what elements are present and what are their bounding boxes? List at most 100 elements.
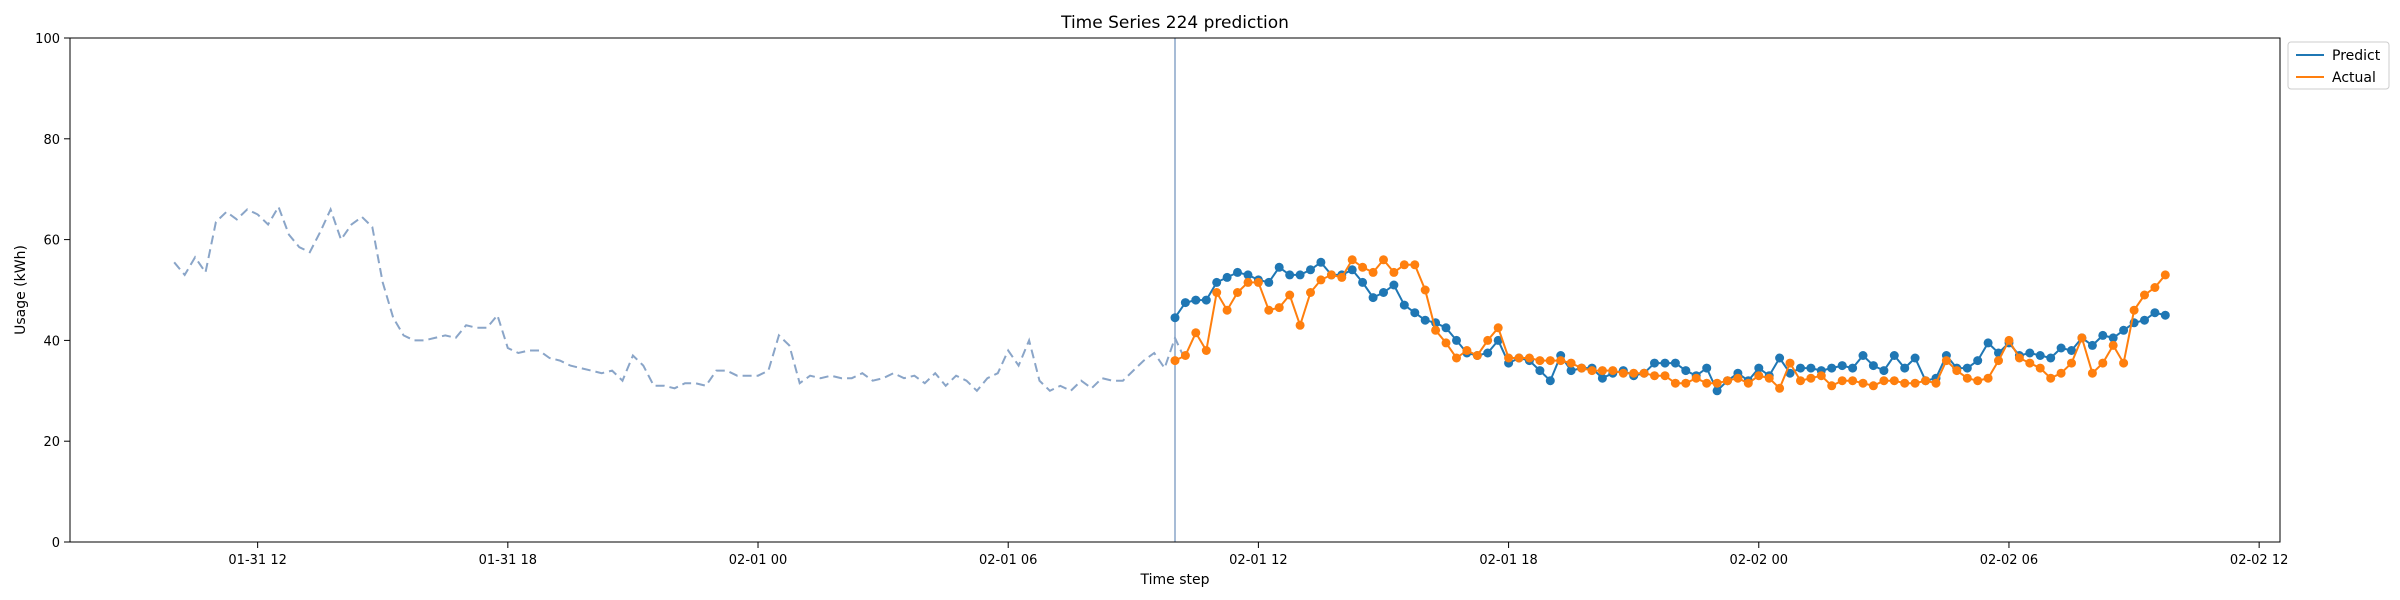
y-tick-label: 100: [35, 32, 60, 47]
data-point-predict: [1858, 351, 1868, 360]
y-tick-label: 0: [52, 536, 60, 551]
data-point-predict: [1243, 270, 1253, 280]
x-tick-label: 02-01 06: [979, 553, 1037, 568]
legend-actual-label: Actual: [2332, 70, 2376, 86]
data-point-predict: [2035, 351, 2045, 360]
data-point-actual: [1535, 356, 1545, 366]
data-point-predict: [1566, 366, 1576, 376]
data-point-actual: [2129, 305, 2139, 315]
x-tick-label: 01-31 12: [228, 553, 286, 568]
data-point-actual: [1379, 255, 1388, 265]
data-point-predict: [1295, 270, 1305, 280]
data-point-actual: [2160, 270, 2170, 280]
x-tick-label: 02-02 00: [1730, 553, 1788, 568]
data-point-actual: [1775, 383, 1785, 393]
data-point-actual: [1472, 351, 1482, 360]
data-point-actual: [1431, 325, 1441, 335]
data-point-actual: [1201, 346, 1211, 355]
data-point-actual: [1931, 378, 1941, 388]
data-point-predict: [1962, 363, 1972, 373]
data-point-actual: [1545, 356, 1555, 366]
data-point-actual: [1952, 366, 1962, 376]
data-point-actual: [2098, 358, 2108, 368]
data-point-actual: [2035, 363, 2045, 373]
data-point-actual: [1816, 371, 1826, 381]
data-point-predict: [1274, 262, 1284, 272]
data-point-predict: [2098, 330, 2108, 340]
data-point-actual: [1983, 373, 1993, 383]
data-point-actual: [1597, 366, 1607, 376]
data-point-actual: [1180, 351, 1190, 360]
data-point-predict: [1827, 363, 1837, 373]
data-point-actual: [1650, 371, 1659, 381]
legend: Predict Actual: [2287, 41, 2390, 90]
data-point-predict: [1212, 277, 1222, 287]
data-point-actual: [1910, 378, 1920, 388]
data-point-actual: [1889, 376, 1899, 386]
data-point-actual: [1681, 378, 1691, 388]
y-axis-label: Usage (kWh): [13, 245, 29, 335]
data-point-actual: [1285, 290, 1295, 300]
data-point-actual: [2067, 358, 2076, 368]
data-point-predict: [1837, 361, 1847, 371]
data-point-predict: [1868, 361, 1878, 371]
data-point-actual: [1973, 376, 1983, 386]
data-point-actual: [1358, 262, 1368, 272]
data-point-actual: [1368, 267, 1378, 277]
data-point-predict: [1420, 315, 1430, 325]
data-point-actual: [2119, 358, 2129, 368]
data-point-actual: [1660, 371, 1670, 381]
data-point-predict: [1535, 366, 1545, 376]
data-point-actual: [1306, 288, 1315, 297]
data-point-predict: [1316, 257, 1326, 267]
data-point-actual: [2087, 368, 2097, 378]
data-point-actual: [1222, 305, 1232, 315]
data-point-actual: [1608, 366, 1618, 376]
data-point-actual: [1347, 255, 1357, 265]
data-point-predict: [1702, 363, 1712, 373]
data-point-actual: [1868, 381, 1878, 391]
data-point-predict: [1545, 376, 1555, 386]
data-point-actual: [1233, 288, 1242, 297]
data-point-predict: [2087, 340, 2097, 350]
x-tick-label: 02-02 12: [2230, 553, 2288, 568]
data-point-actual: [1858, 378, 1868, 388]
data-point-actual: [1493, 323, 1503, 333]
data-point-actual: [2056, 368, 2066, 378]
data-point-predict: [1910, 353, 1920, 363]
x-tick-label: 02-02 06: [1980, 553, 2038, 568]
data-point-actual: [1462, 346, 1472, 355]
data-point-actual: [1962, 373, 1972, 383]
data-point-predict: [2067, 346, 2076, 355]
data-point-actual: [1670, 378, 1680, 388]
data-point-actual: [1295, 320, 1305, 330]
data-point-predict: [1368, 293, 1378, 303]
data-point-predict: [1264, 277, 1274, 287]
x-tick-label: 01-31 18: [479, 553, 537, 568]
chart-title: Time Series 224 prediction: [1060, 13, 1289, 33]
data-point-actual: [1399, 260, 1409, 270]
data-point-actual: [1785, 358, 1795, 368]
data-point-actual: [1504, 353, 1514, 363]
data-point-actual: [1212, 288, 1222, 297]
data-point-actual: [1618, 368, 1628, 378]
data-point-actual: [2004, 335, 2014, 345]
data-point-actual: [1514, 353, 1524, 363]
data-point-predict: [1879, 366, 1889, 376]
data-point-predict: [1775, 353, 1785, 363]
data-point-actual: [1639, 368, 1649, 378]
data-point-predict: [1670, 358, 1680, 368]
data-point-actual: [1253, 277, 1263, 287]
data-point-actual: [1806, 373, 1816, 383]
data-point-actual: [1389, 267, 1399, 277]
data-point-predict: [1379, 288, 1388, 297]
data-point-actual: [1441, 338, 1451, 348]
data-point-actual: [1733, 373, 1743, 383]
data-point-actual: [1723, 376, 1732, 386]
data-point-actual: [1337, 272, 1347, 282]
data-point-actual: [1879, 376, 1889, 386]
data-point-actual: [1191, 328, 1201, 338]
data-point-predict: [2046, 353, 2056, 363]
data-point-predict: [1201, 295, 1211, 305]
data-point-actual: [1452, 353, 1461, 363]
